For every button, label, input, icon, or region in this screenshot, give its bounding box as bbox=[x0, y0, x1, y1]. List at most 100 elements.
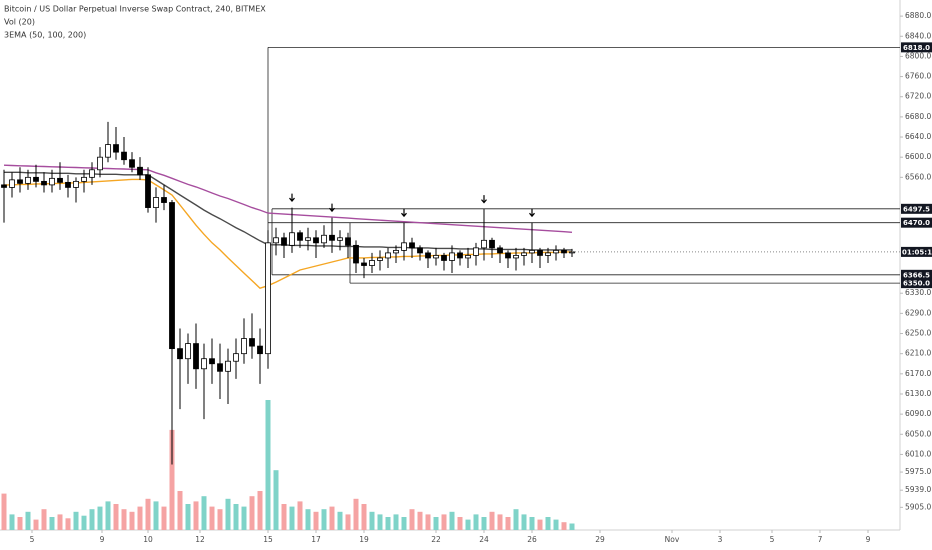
x-tick-label: 5 bbox=[30, 535, 35, 544]
volume-bar bbox=[201, 496, 207, 530]
candle-body bbox=[417, 247, 423, 254]
volume-bar bbox=[257, 491, 263, 530]
x-tick-label: 7 bbox=[818, 535, 823, 544]
candle-body bbox=[193, 343, 199, 370]
candle-body bbox=[9, 179, 15, 188]
volume-bar bbox=[305, 509, 311, 530]
candle-body bbox=[113, 144, 119, 153]
y-tick-label: 6600.0 bbox=[905, 152, 931, 161]
volume-bar bbox=[25, 511, 31, 530]
volume-bar bbox=[457, 517, 463, 530]
candle-body bbox=[377, 257, 383, 261]
volume-bar bbox=[321, 509, 327, 530]
level-label: 6818.0 bbox=[903, 44, 930, 52]
candle-body bbox=[49, 177, 55, 186]
x-tick-label: 24 bbox=[479, 535, 489, 544]
y-tick-label: 6680.0 bbox=[905, 112, 931, 121]
volume-bar bbox=[505, 517, 511, 530]
x-tick-label: 9 bbox=[866, 535, 871, 544]
candle-body bbox=[265, 242, 271, 355]
volume-bar bbox=[153, 501, 159, 530]
candle-body bbox=[225, 360, 231, 372]
candle-body bbox=[217, 363, 223, 372]
candle-body bbox=[289, 232, 295, 246]
candle-body bbox=[137, 166, 143, 176]
volume-bar bbox=[513, 509, 519, 530]
volume-bar bbox=[273, 470, 279, 530]
countdown: 01:05:12 bbox=[902, 248, 932, 256]
candle-body bbox=[257, 345, 263, 355]
volume-bar bbox=[241, 506, 247, 530]
indicator-label: Vol (20) bbox=[4, 18, 35, 27]
x-tick-label: 9 bbox=[100, 535, 105, 544]
volume-bar bbox=[473, 514, 479, 530]
volume-bar bbox=[481, 517, 487, 530]
y-tick-label: 6050.0 bbox=[905, 429, 931, 438]
volume-bar bbox=[449, 511, 455, 530]
x-tick-label: 12 bbox=[195, 535, 205, 544]
volume-bar bbox=[361, 504, 367, 530]
volume-bar bbox=[1, 493, 7, 530]
volume-bar bbox=[89, 509, 95, 530]
candle-body bbox=[369, 260, 375, 266]
y-tick-label: 6800.0 bbox=[905, 51, 931, 60]
candle-body bbox=[305, 237, 311, 241]
x-tick-label: 19 bbox=[359, 535, 369, 544]
y-tick-label: 6560.0 bbox=[905, 172, 931, 181]
volume-bar bbox=[425, 514, 431, 530]
y-tick-label: 6250.0 bbox=[905, 329, 931, 338]
volume-bar bbox=[105, 501, 111, 530]
candle-body bbox=[321, 234, 327, 244]
y-tick-label: 6290.0 bbox=[905, 308, 931, 317]
y-tick-label: 6880.0 bbox=[905, 11, 931, 20]
candle-body bbox=[537, 249, 543, 256]
volume-bar bbox=[65, 518, 71, 530]
volume-bar bbox=[217, 509, 223, 530]
y-tick-label: 6330.0 bbox=[905, 288, 931, 297]
level-box bbox=[901, 217, 932, 228]
candle-body bbox=[401, 242, 407, 251]
candle-body bbox=[513, 255, 519, 259]
candle-body bbox=[161, 197, 167, 203]
candle-body bbox=[81, 176, 87, 182]
y-tick-label: 6640.0 bbox=[905, 132, 931, 141]
y-tick-label: 6210.0 bbox=[905, 349, 931, 358]
candle-body bbox=[97, 156, 103, 171]
arrow bbox=[329, 203, 335, 213]
candle-body bbox=[465, 255, 471, 259]
volume-bar bbox=[385, 517, 391, 530]
arrow bbox=[481, 195, 487, 204]
candle-body bbox=[177, 348, 183, 360]
volume-bar bbox=[73, 511, 79, 530]
volume-bar bbox=[401, 517, 407, 530]
volume-bar bbox=[49, 517, 55, 530]
level-box bbox=[901, 42, 932, 53]
volume-bar bbox=[329, 506, 335, 530]
volume-bar bbox=[553, 519, 559, 530]
volume-bar bbox=[281, 504, 287, 530]
x-tick-label: 5 bbox=[770, 535, 775, 544]
level-box bbox=[901, 203, 932, 214]
volume-bar bbox=[289, 506, 295, 530]
candle-body bbox=[153, 197, 159, 208]
candle-body bbox=[505, 252, 511, 259]
candle-body bbox=[489, 239, 495, 249]
volume-bar bbox=[417, 511, 423, 530]
volume-bar bbox=[489, 511, 495, 530]
candle-body bbox=[41, 180, 47, 186]
volume-bar bbox=[297, 501, 303, 530]
volume-bar bbox=[337, 511, 343, 530]
volume-bar bbox=[353, 498, 359, 530]
x-tick-label: 26 bbox=[527, 535, 537, 544]
candle-body bbox=[545, 252, 551, 256]
volume-bar bbox=[169, 429, 175, 530]
volume-bar bbox=[41, 509, 47, 530]
candle-body bbox=[385, 252, 391, 259]
volume-bar bbox=[393, 514, 399, 530]
volume-bar bbox=[345, 514, 351, 530]
volume-bar bbox=[545, 517, 551, 530]
level-box bbox=[901, 269, 932, 280]
volume-bar bbox=[561, 522, 567, 530]
y-tick-label: 5905.0 bbox=[905, 502, 931, 511]
volume-bar bbox=[145, 498, 151, 530]
